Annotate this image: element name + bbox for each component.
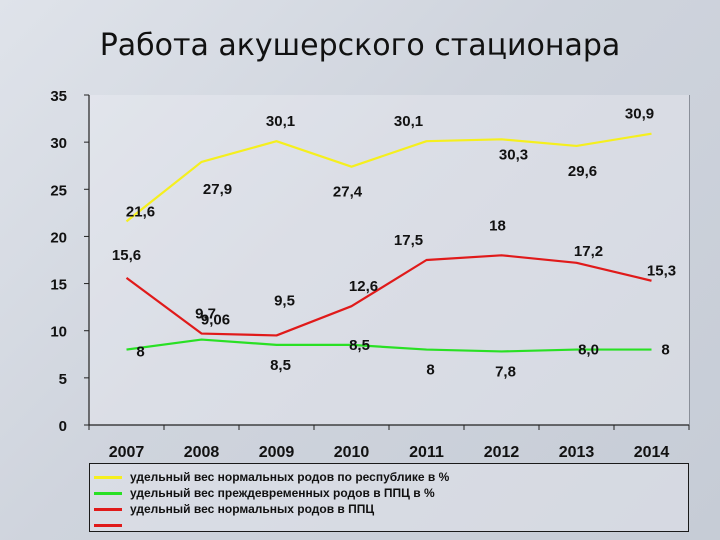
data-label-s0-1: 27,9 (203, 181, 232, 198)
data-label-s2-4: 17,5 (394, 232, 423, 249)
legend-item-1: удельный вес преждевременных родов в ППЦ… (94, 485, 435, 501)
x-tick-label: 2012 (484, 444, 520, 461)
data-label-s1-6: 8,0 (578, 342, 599, 359)
data-label-s2-6: 17,2 (574, 243, 603, 260)
x-tick-label: 2013 (559, 444, 595, 461)
data-label-s2-0: 15,6 (112, 247, 141, 264)
data-label-s2-3: 12,6 (349, 278, 378, 295)
legend-label: удельный вес нормальных родов в ППЦ (130, 502, 375, 516)
data-label-s0-3: 27,4 (333, 184, 363, 201)
data-label-s2-1: 9,7 (195, 306, 216, 323)
y-tick-label: 35 (50, 88, 67, 105)
legend-item-2: удельный вес нормальных родов в ППЦ (94, 501, 374, 517)
data-label-s1-7: 8 (661, 342, 669, 359)
data-label-s0-2: 30,1 (266, 113, 295, 130)
x-tick-label: 2007 (109, 444, 145, 461)
plot-area (89, 95, 690, 425)
data-label-s2-7: 15,3 (647, 263, 676, 280)
series-line-1 (126, 338, 652, 353)
x-tick-label: 2011 (409, 444, 444, 461)
data-label-s1-4: 8 (426, 362, 434, 379)
data-label-s0-5: 30,3 (499, 146, 528, 163)
data-label-s1-1: 9,06 (201, 312, 230, 329)
data-label-s2-5: 18 (489, 217, 506, 234)
x-tick-label: 2014 (634, 444, 670, 461)
slide-title: Работа акушерского стационара (99, 28, 621, 63)
x-tick-label: 2008 (184, 444, 220, 461)
legend-swatch (94, 507, 122, 511)
legend-swatch (94, 523, 122, 527)
legend-swatch (94, 475, 122, 479)
series-line-0 (125, 132, 652, 223)
data-label-s2-2: 9,5 (274, 292, 295, 309)
x-tick-label: 2010 (334, 444, 370, 461)
data-label-s1-2: 8,5 (270, 357, 291, 374)
data-label-s0-6: 29,6 (568, 163, 597, 180)
y-tick-label: 0 (59, 418, 67, 435)
legend-label: удельный вес преждевременных родов в ППЦ… (130, 486, 435, 500)
y-tick-label: 25 (50, 182, 67, 199)
legend-label: удельный вес нормальных родов по республ… (130, 470, 450, 484)
data-label-s0-0: 21,6 (126, 203, 155, 220)
data-label-s0-4: 30,1 (394, 113, 423, 130)
legend (89, 463, 689, 532)
y-tick-label: 30 (50, 135, 67, 152)
data-label-s1-3: 8,5 (349, 337, 370, 354)
y-tick-label: 10 (50, 324, 67, 341)
y-tick-label: 5 (59, 371, 67, 388)
x-tick-label: 2009 (259, 444, 295, 461)
data-label-s0-7: 30,9 (625, 106, 654, 123)
y-tick-label: 20 (50, 229, 67, 246)
legend-item-extra (94, 517, 130, 533)
data-label-s1-5: 7,8 (495, 363, 516, 380)
legend-item-0: удельный вес нормальных родов по республ… (94, 469, 449, 485)
series-line-2 (125, 254, 652, 337)
data-label-s1-0: 8 (136, 344, 144, 361)
y-tick-label: 15 (50, 277, 67, 294)
legend-swatch (94, 491, 122, 495)
